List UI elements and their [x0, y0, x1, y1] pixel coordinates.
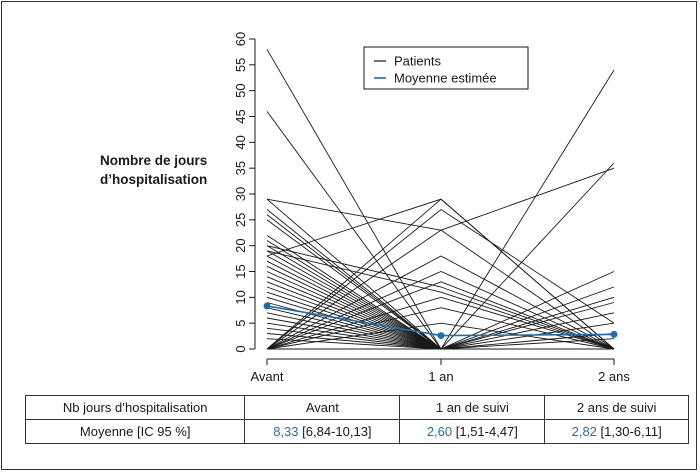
header-avant: Avant — [244, 395, 401, 420]
x-tick-label-0: Avant — [250, 369, 283, 384]
summary-header-row: Nb jours d’hospitalisation Avant 1 an de… — [24, 395, 689, 420]
y-tick-label-35: 35 — [233, 161, 248, 175]
patient-line-31 — [266, 198, 615, 350]
patient-line-28 — [266, 198, 615, 350]
header-nb-jours: Nb jours d’hospitalisation — [24, 395, 246, 420]
patient-line-30 — [266, 245, 615, 350]
ci-2-ans: [1,30-6,11] — [596, 424, 662, 439]
x-tick-label-2: 2 ans — [598, 369, 630, 384]
ci-1-an: [1,51-4,47] — [452, 424, 518, 439]
y-tick-label-15: 15 — [233, 264, 248, 278]
legend-box — [363, 46, 529, 90]
mean-point-0 — [263, 302, 271, 310]
patient-line-33 — [266, 167, 615, 350]
legend-label-mean: Moyenne estimée — [394, 71, 497, 86]
y-tick-label-45: 45 — [233, 109, 248, 123]
patient-line-27 — [266, 198, 615, 350]
patient-line-16 — [266, 286, 614, 350]
y-tick-label-60: 60 — [233, 32, 248, 46]
row-label-moyenne: Moyenne [IC 95 %] — [24, 419, 246, 444]
patient-line-2 — [266, 198, 614, 350]
y-tick-label-50: 50 — [233, 83, 248, 97]
y-tick-label-55: 55 — [233, 58, 248, 72]
mean-point-2 — [610, 330, 618, 338]
y-axis-label-line-2: d’hospitalisation — [100, 172, 208, 187]
patient-line-35 — [266, 271, 615, 350]
header-1-an: 1 an de suivi — [399, 395, 546, 420]
ci-avant: [6,84-10,13] — [298, 424, 372, 439]
patient-line-29 — [266, 250, 615, 350]
summary-mean-row: Moyenne [IC 95 %] 8,33 [6,84-10,13] 2,60… — [24, 419, 689, 444]
y-tick-label-25: 25 — [233, 213, 248, 227]
y-axis-label-line-1: Nombre de jours — [100, 153, 208, 168]
line-chart: 0 5 10 15 20 25 30 35 40 45 50 55 60 Avant 1 an 2 ans Pa… — [233, 32, 630, 384]
legend-label-patients: Patients — [394, 54, 441, 69]
y-tick-label-10: 10 — [233, 290, 248, 304]
mean-value-avant: 8,33 — [273, 424, 299, 439]
patient-line-32 — [266, 208, 615, 350]
mean-point-1 — [437, 332, 445, 340]
cell-avant: 8,33 [6,84-10,13] — [244, 419, 401, 444]
cell-1-an: 2,60 [1,51-4,47] — [399, 419, 546, 444]
x-tick-label-1: 1 an — [428, 369, 453, 384]
patient-line-39 — [266, 322, 615, 350]
header-2-ans: 2 ans de suivi — [544, 395, 689, 420]
summary-table: Nb jours d’hospitalisation Avant 1 an de… — [24, 395, 689, 444]
y-tick-label-40: 40 — [233, 135, 248, 149]
patient-line-36 — [266, 281, 615, 350]
patient-line-43 — [267, 286, 615, 350]
cell-2-ans: 2,82 [1,30-6,11] — [544, 419, 689, 444]
patient-line-49 — [267, 338, 615, 350]
mean-value-1-an: 2,60 — [426, 424, 453, 439]
y-axis-label: Nombre de jours d’hospitalisation — [100, 151, 230, 189]
mean-value-2-ans: 2,82 — [571, 424, 597, 439]
y-tick-label-20: 20 — [233, 238, 248, 252]
y-tick-label-5: 5 — [233, 320, 248, 327]
y-tick-label-0: 0 — [233, 345, 248, 352]
y-tick-label-30: 30 — [233, 187, 248, 201]
